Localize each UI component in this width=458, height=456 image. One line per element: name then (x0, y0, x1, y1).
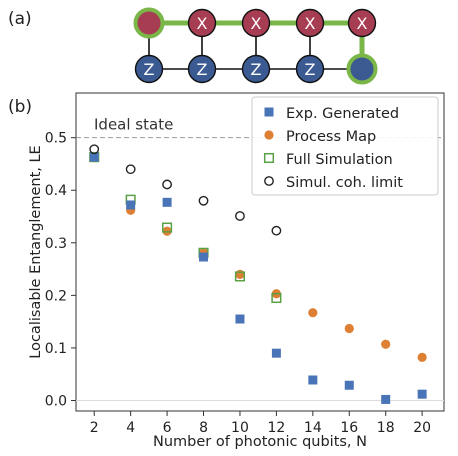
data-point (235, 269, 245, 279)
qubit-node-bottom (346, 53, 378, 85)
legend-label: Simul. coh. limit (286, 175, 403, 191)
data-point (89, 152, 99, 162)
y-tick-label: 0.2 (45, 288, 67, 304)
data-point (344, 380, 354, 390)
qubit-circle (187, 8, 217, 38)
series-simul-coh-limit (89, 144, 282, 236)
x-tick-label: 2 (90, 420, 99, 436)
measurement-label: X (305, 14, 316, 33)
qubit-circle (346, 53, 378, 85)
x-tick-label: 14 (304, 420, 322, 436)
measurement-label: Z (144, 60, 155, 79)
data-point (162, 222, 173, 233)
qubit-node-top: X (295, 8, 325, 38)
series-exp-generated (89, 152, 427, 404)
legend-marker (263, 152, 275, 164)
measurement-label: X (197, 14, 208, 33)
qubit-node-top: X (241, 8, 271, 38)
panel-b-label: (b) (8, 97, 32, 117)
data-point (381, 339, 391, 349)
diagram-nodes: X X X X Z Z Z Z (133, 7, 378, 85)
qubit-node-top: X (187, 8, 217, 38)
y-axis-title: Localisable Entanglement, LE (28, 145, 44, 358)
entanglement-chart: (b) Ideal state 2 4 6 8 10 12 14 16 18 20 0.0 0.1 0.… (8, 92, 445, 450)
measurement-label: Z (251, 60, 262, 79)
qubit-node-bottom: Z (134, 54, 164, 84)
data-point (271, 348, 281, 358)
y-tick-label: 0.4 (45, 183, 67, 199)
qubit-circle (241, 54, 271, 84)
data-point (308, 375, 318, 385)
data-point (235, 211, 245, 221)
y-tick-label: 0.1 (45, 341, 67, 357)
qubit-node-top (133, 7, 165, 39)
qubit-circle (241, 8, 271, 38)
legend-label: Exp. Generated (286, 106, 399, 122)
qubit-circle (187, 54, 217, 84)
x-tick-label: 8 (199, 420, 208, 436)
y-tick-label: 0.5 (45, 131, 67, 147)
data-point (125, 164, 136, 175)
qubit-circle (133, 7, 165, 39)
data-point (89, 144, 100, 155)
data-point (308, 308, 318, 318)
qubit-node-bottom: Z (295, 54, 325, 84)
plot-area-frame (75, 92, 445, 412)
qubit-node-top: X (347, 8, 377, 38)
legend-marker (264, 107, 274, 117)
data-point (417, 352, 427, 362)
x-tick-label: 18 (377, 420, 395, 436)
x-tick-label: 4 (126, 420, 135, 436)
data-point (381, 394, 391, 404)
measurement-label: Z (197, 60, 208, 79)
x-axis-title: Number of photonic qubits, N (153, 434, 367, 450)
ideal-state-label: Ideal state (94, 116, 173, 134)
y-tick-label: 0.0 (45, 393, 67, 409)
qubit-node-bottom: Z (241, 54, 271, 84)
legend-box (251, 96, 439, 196)
data-point (162, 197, 172, 207)
panel-a-label: (a) (8, 9, 32, 29)
data-point (344, 323, 354, 334)
y-tick-label: 0.3 (45, 236, 67, 252)
x-tick-label: 16 (340, 420, 358, 436)
legend: Exp. Generated Process Map Full Simulation… (251, 96, 439, 196)
measurement-label: X (357, 14, 368, 33)
legend-marker (264, 130, 274, 140)
cluster-state-diagram: (a) X X X X Z Z Z Z (8, 7, 378, 85)
legend-label: Process Map (286, 129, 376, 145)
measurement-label: Z (305, 60, 316, 79)
x-tick-label: 6 (163, 420, 172, 436)
data-point (417, 389, 427, 399)
x-tick-label: 20 (413, 420, 431, 436)
data-point (235, 314, 245, 324)
x-tick-label: 10 (231, 420, 249, 436)
qubit-node-bottom: Z (187, 54, 217, 84)
qubit-circle (295, 54, 325, 84)
data-point (271, 225, 282, 236)
qubit-circle (295, 8, 325, 38)
data-point (198, 195, 209, 206)
qubit-circle (347, 8, 377, 38)
data-point (271, 292, 282, 304)
data-point (126, 200, 136, 210)
legend-label: Full Simulation (286, 152, 393, 168)
data-point (199, 252, 209, 262)
data-point (234, 271, 246, 282)
measurement-label: X (251, 14, 262, 33)
data-point (162, 179, 172, 190)
data-marks (89, 144, 427, 404)
qubit-circle (134, 54, 164, 84)
legend-marker (264, 176, 274, 186)
x-tick-label: 12 (267, 420, 285, 436)
axes: 2 4 6 8 10 12 14 16 18 20 0.0 0.1 0.2 0.3 0.4 0.5 (45, 131, 431, 436)
